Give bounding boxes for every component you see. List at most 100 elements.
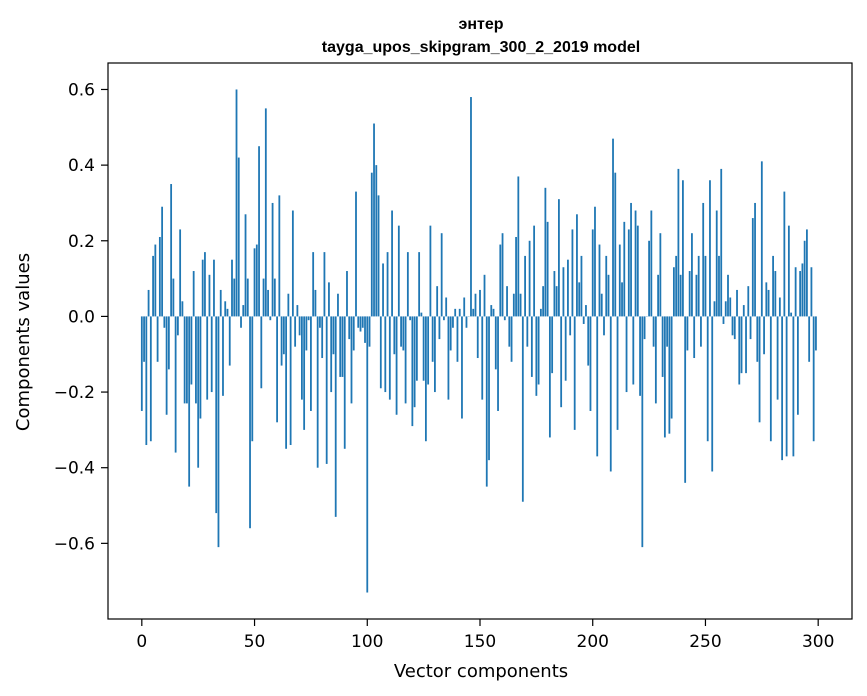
- bar-component-191: [571, 229, 574, 317]
- bar-component-134: [443, 316, 445, 321]
- bar-component-198: [587, 316, 590, 366]
- bar-component-101: [368, 316, 371, 347]
- bar-component-58: [271, 202, 274, 317]
- x-tick-label: 100: [351, 632, 383, 652]
- bar-component-180: [546, 221, 549, 317]
- bar-component-183: [553, 271, 556, 317]
- bar-component-201: [594, 206, 596, 317]
- bar-component-89: [341, 316, 344, 377]
- bar-component-121: [413, 316, 416, 408]
- bar-component-43: [237, 157, 240, 317]
- bar-component-41: [233, 278, 236, 317]
- y-tick-label: −0.6: [54, 534, 95, 554]
- y-tick-label: −0.4: [54, 459, 95, 479]
- bar-component-259: [724, 301, 727, 317]
- bar-component-227: [652, 316, 655, 347]
- bar-component-38: [226, 308, 229, 317]
- chart-subtitle: tayga_upos_skipgram_300_2_2019 model: [322, 39, 640, 56]
- bar-component-61: [278, 195, 281, 317]
- bar-component-266: [740, 316, 743, 374]
- bar-component-12: [167, 316, 170, 370]
- bar-component-123: [418, 252, 421, 317]
- bar-component-56: [267, 289, 269, 317]
- bar-component-230: [659, 233, 662, 317]
- bar-component-92: [348, 316, 351, 340]
- bar-component-55: [264, 108, 267, 317]
- x-tick-label: 200: [577, 632, 609, 652]
- bar-component-275: [760, 161, 763, 317]
- bar-component-157: [494, 316, 497, 370]
- bar-component-203: [598, 244, 601, 317]
- y-tick-label: 0.2: [68, 232, 95, 252]
- bar-component-237: [675, 255, 678, 317]
- bar-component-208: [609, 316, 612, 472]
- bar-component-136: [447, 316, 450, 400]
- bar-component-44: [240, 316, 242, 328]
- bar-component-257: [720, 168, 723, 317]
- bar-component-140: [456, 316, 459, 362]
- bar-component-71: [300, 316, 303, 400]
- bar-component-269: [747, 286, 750, 317]
- bar-component-32: [213, 259, 215, 317]
- bar-component-241: [684, 316, 687, 483]
- bar-component-27: [201, 259, 204, 317]
- bar-component-107: [382, 263, 384, 317]
- bar-component-163: [508, 316, 511, 347]
- bar-component-164: [510, 316, 513, 362]
- chart-title: энтер: [458, 16, 503, 33]
- bar-component-262: [731, 316, 734, 336]
- x-tick-label: 250: [689, 632, 721, 652]
- bar-component-160: [501, 233, 504, 317]
- bar-component-189: [567, 259, 569, 317]
- bar-component-194: [578, 282, 581, 317]
- bar-component-288: [790, 312, 793, 317]
- bar-component-204: [600, 293, 603, 317]
- bar-component-263: [733, 316, 736, 340]
- bar-component-245: [693, 316, 696, 359]
- bar-component-52: [258, 146, 260, 317]
- bar-component-247: [697, 255, 700, 317]
- bar-component-77: [314, 289, 317, 317]
- bar-component-214: [623, 221, 626, 317]
- bar-component-293: [801, 263, 804, 317]
- bar-component-278: [767, 289, 770, 317]
- bar-component-24: [195, 316, 197, 404]
- bar-component-167: [517, 176, 520, 317]
- bar-component-156: [492, 308, 495, 317]
- bar-component-15: [174, 316, 177, 453]
- bar-component-238: [677, 168, 680, 317]
- bar-component-236: [672, 267, 675, 317]
- bar-component-217: [630, 202, 632, 317]
- bar-component-117: [404, 316, 407, 404]
- bar-component-35: [219, 289, 222, 317]
- bar-component-39: [228, 316, 231, 366]
- bar-component-146: [470, 97, 472, 317]
- bar-component-181: [548, 316, 551, 438]
- bar-component-102: [370, 172, 373, 317]
- bar-component-206: [605, 255, 608, 317]
- bar-component-169: [521, 316, 524, 502]
- y-tick-label: 0.4: [68, 156, 95, 176]
- bar-component-100: [366, 316, 369, 593]
- bar-component-225: [648, 240, 650, 317]
- bars-group: [140, 89, 817, 593]
- bar-component-68: [294, 316, 297, 347]
- bar-component-221: [639, 316, 641, 396]
- bar-component-277: [765, 282, 768, 317]
- bar-component-40: [231, 259, 233, 317]
- bar-component-250: [704, 255, 707, 317]
- bar-component-223: [643, 316, 646, 340]
- bar-component-128: [429, 225, 432, 317]
- bar-component-119: [409, 316, 412, 321]
- bar-component-45: [242, 305, 245, 317]
- bar-component-196: [582, 316, 585, 324]
- bar-component-105: [377, 195, 380, 317]
- bar-component-176: [537, 316, 540, 385]
- bar-component-112: [393, 316, 396, 355]
- bar-component-282: [776, 316, 779, 400]
- bar-component-14: [172, 278, 175, 317]
- bar-component-261: [729, 297, 732, 317]
- bar-component-229: [657, 274, 660, 317]
- bar-component-104: [375, 165, 378, 317]
